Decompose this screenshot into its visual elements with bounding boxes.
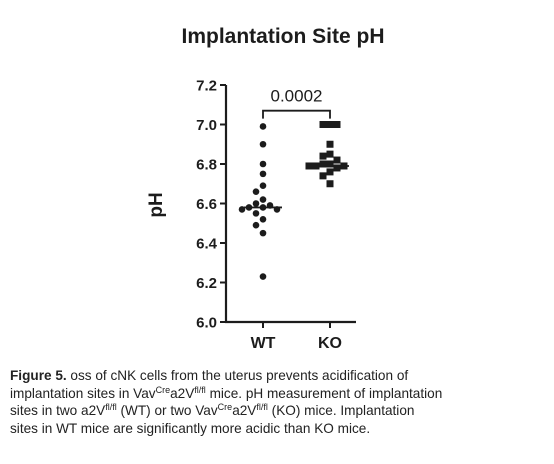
data-point-ko — [333, 164, 341, 172]
caption-text: implantation sites in Vav — [10, 385, 156, 401]
caption-line-1: Figure 5. oss of cNK cells from the uter… — [10, 367, 550, 385]
y-tick-label: 6.6 — [196, 196, 217, 213]
data-point-ko — [319, 152, 327, 160]
caption-text: a2V — [232, 403, 257, 418]
data-point-ko — [326, 180, 334, 188]
data-point-ko — [319, 172, 327, 180]
caption-text: mice. pH measurement of implantation — [205, 385, 443, 401]
significance-annotation: 0.0002 — [262, 87, 331, 119]
data-point-ko — [333, 156, 341, 164]
data-point-wt — [259, 273, 267, 280]
y-tick-label: 7.0 — [196, 117, 217, 134]
data-point-wt — [252, 221, 260, 229]
caption-superscript: Cre — [217, 402, 233, 413]
data-point-ko — [326, 168, 334, 176]
caption-label: Figure 5. — [10, 368, 67, 383]
data-point-wt — [252, 188, 260, 195]
data-point-wt — [259, 216, 267, 223]
data-point-wt — [259, 170, 267, 178]
p-value-label: 0.0002 — [271, 87, 323, 106]
data-point-wt — [259, 196, 267, 203]
y-tick-label: 6.0 — [196, 315, 217, 332]
y-tick-label: 6.8 — [196, 157, 217, 174]
caption-superscript: Cre — [155, 384, 171, 395]
data-point-ko — [319, 121, 327, 128]
data-point-wt — [259, 229, 267, 237]
figure-caption: Figure 5. oss of cNK cells from the uter… — [10, 367, 550, 437]
caption-line-4: sites in WT mice are significantly more … — [10, 420, 550, 438]
axes: 6.0 6.2 6.4 6.6 6.8 7.0 7.2 WT KO — [196, 78, 356, 352]
data-point-ko — [326, 140, 334, 148]
caption-text: oss of cNK cells from the uterus prevent… — [66, 368, 409, 383]
caption-line-3: sites in two a2Vfl/fl (WT) or two VavCre… — [10, 402, 550, 420]
data-point-wt — [259, 140, 267, 148]
caption-text: sites in two a2V — [10, 403, 106, 418]
caption-text: a2V — [170, 385, 195, 401]
caption-text: (KO) mice. Implantation — [267, 403, 415, 418]
data-point-ko — [326, 121, 334, 128]
data-point-ko — [326, 160, 334, 168]
caption-superscript: fl/fl — [194, 384, 206, 395]
caption-superscript: fl/fl — [105, 402, 117, 413]
data-point-ko — [305, 162, 313, 170]
data-point-wt — [238, 206, 246, 213]
data-point-wt — [252, 200, 260, 207]
caption-text: (WT) or two Vav — [116, 403, 218, 418]
caption-superscript: fl/fl — [256, 402, 268, 413]
data-point-wt — [259, 160, 267, 168]
x-tick-label: WT — [251, 335, 276, 352]
y-axis-label: pH — [146, 192, 167, 217]
data-point-ko — [326, 150, 334, 158]
chart-title: Implantation Site pH — [181, 25, 384, 48]
data-point-wt — [259, 123, 267, 130]
data-point-ko — [319, 160, 327, 168]
data-point-wt — [259, 182, 267, 190]
caption-line-2: implantation sites in VavCrea2Vfl/fl mic… — [10, 385, 550, 403]
y-tick-label: 6.2 — [196, 275, 217, 292]
y-tick-label: 7.2 — [196, 78, 217, 95]
caption-text: sites in WT mice are significantly more … — [10, 420, 371, 436]
x-tick-label: KO — [318, 335, 342, 352]
significance-bracket — [262, 109, 331, 119]
chart: Implantation Site pH pH 6.0 6.2 6.4 6.6 6.8 7… — [146, 25, 385, 352]
y-tick-label: 6.4 — [196, 236, 218, 253]
data-point-wt — [252, 210, 260, 217]
data-point-ko — [333, 121, 341, 128]
data-points — [238, 121, 349, 280]
